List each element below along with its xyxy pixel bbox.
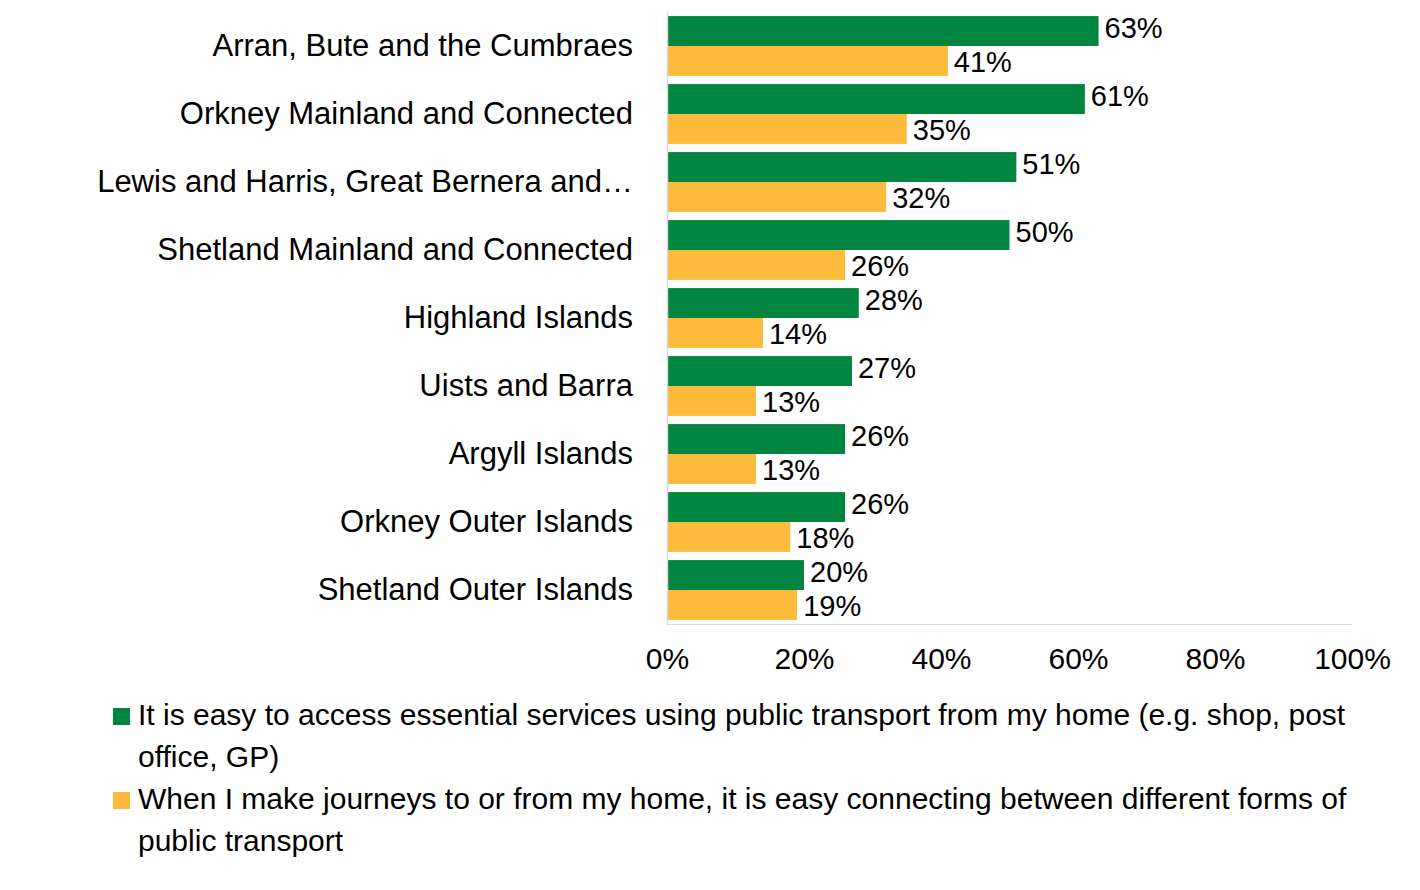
bar [667,454,756,484]
tick: 80% [1185,624,1245,675]
bar [667,522,790,552]
tick-label: 60% [1048,642,1108,675]
data-label: 51% [1022,148,1080,180]
tick-label: 80% [1185,642,1245,675]
legend: It is easy to access essential services … [113,698,1347,857]
tick: 20% [774,624,834,675]
tick: Orkney Outer Islands [340,504,633,539]
data-label: 63% [1105,12,1163,44]
bar [667,424,845,454]
bar [667,356,852,386]
tick: Shetland Mainland and Connected [157,232,633,267]
tick: 40% [911,624,971,675]
data-label: 26% [851,420,909,452]
chart: 63%61%51%50%28%27%26%26%20%41%35%32%26%1… [0,0,1420,890]
legend-swatch [113,792,130,809]
data-label: 32% [892,182,950,214]
data-label: 28% [865,284,923,316]
bar [667,250,845,280]
legend-label: When I make journeys to or from my home,… [138,782,1347,857]
data-label: 20% [810,556,868,588]
tick: 100% [1314,624,1391,675]
category-label: Arran, Bute and the Cumbraes [213,28,633,63]
tick-label: 100% [1314,642,1391,675]
tick-label: 40% [911,642,971,675]
data-label: 27% [858,352,916,384]
data-label: 26% [851,488,909,520]
bar [667,492,845,522]
category-label: Lewis and Harris, Great Bernera and… [97,164,633,199]
data-label: 13% [762,386,820,418]
y-axis: Arran, Bute and the Cumbraes Orkney Mainl… [97,13,667,625]
data-label: 35% [913,114,971,146]
category-label: Shetland Outer Islands [318,572,633,607]
tick: Highland Islands [404,300,633,335]
bar [667,590,797,620]
category-label: Uists and Barra [419,368,633,403]
bar [667,46,948,76]
legend-swatch [113,708,130,725]
bar [667,386,756,416]
data-label: 18% [796,522,854,554]
x-axis: 0% 20% 40% 60% 80% 100% [646,624,1391,675]
axis-line [667,13,669,625]
bar [667,16,1099,46]
bar [667,182,886,212]
data-label: 14% [769,318,827,350]
bar [667,318,763,348]
bar [667,84,1085,114]
tick: Orkney Mainland and Connected [180,96,633,131]
bar [667,220,1010,250]
axis-line [668,624,1353,625]
tick: Shetland Outer Islands [318,572,633,607]
data-labels: 63%61%51%50%28%27%26%26%20%41%35%32%26%1… [762,12,1163,622]
legend-label: It is easy to access essential services … [138,698,1346,773]
tick: Uists and Barra [419,368,633,403]
tick-label: 0% [646,642,689,675]
category-label: Highland Islands [404,300,633,335]
category-label: Argyll Islands [449,436,633,471]
tick: Arran, Bute and the Cumbraes [213,28,633,63]
data-label: 41% [954,46,1012,78]
data-label: 61% [1091,80,1149,112]
category-label: Orkney Outer Islands [340,504,633,539]
bar [667,288,859,318]
category-label: Shetland Mainland and Connected [157,232,633,267]
tick: Lewis and Harris, Great Bernera and… [97,164,633,199]
bar [667,114,907,144]
data-label: 50% [1016,216,1074,248]
data-label: 13% [762,454,820,486]
bar [667,560,804,590]
tick-label: 20% [774,642,834,675]
tick: 60% [1048,624,1108,675]
bars [667,16,1099,620]
category-label: Orkney Mainland and Connected [180,96,633,131]
data-label: 26% [851,250,909,282]
data-label: 19% [803,590,861,622]
bar [667,152,1016,182]
tick: Argyll Islands [449,436,633,471]
tick: 0% [646,624,689,675]
